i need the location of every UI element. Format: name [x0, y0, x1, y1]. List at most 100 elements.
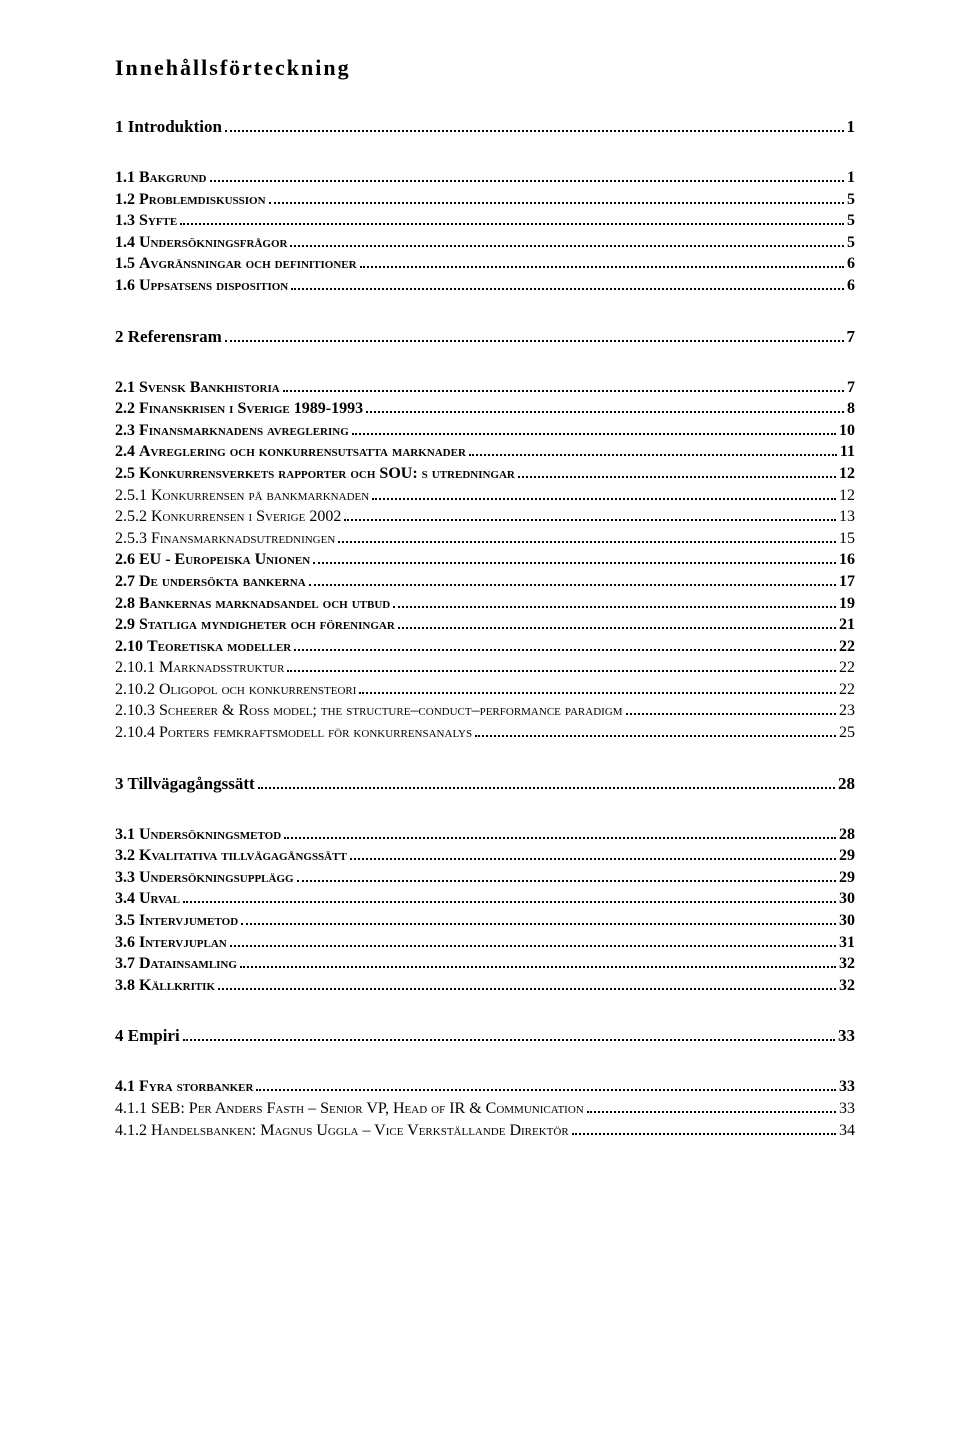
- toc-entry-label: 3.5 Intervjumetod: [115, 910, 238, 932]
- toc-entry-label: 2.5 Konkurrensverkets rapporter och SOU:…: [115, 463, 515, 485]
- toc-entry-page: 8: [847, 398, 855, 420]
- toc-entry-label: 4.1 Fyra storbanker: [115, 1076, 253, 1098]
- toc-entry-label: 3.6 Intervjuplan: [115, 932, 227, 954]
- toc-entry: 2.10 Teoretiska modeller22: [115, 636, 855, 658]
- toc-entry-label: 2.7 De undersökta bankerna: [115, 571, 306, 593]
- toc-entry-page: 28: [838, 774, 855, 794]
- toc-entry-page: 12: [839, 463, 855, 485]
- toc-entry-label: 3.8 Källkritik: [115, 975, 215, 997]
- toc-entry-page: 11: [840, 441, 855, 463]
- toc-entry: 1.5 Avgränsningar och definitioner6: [115, 253, 855, 275]
- toc-entry-text: Intervjuplan: [139, 934, 227, 951]
- toc-entry: 4.1 Fyra storbanker33: [115, 1076, 855, 1098]
- toc-leader-dots: [587, 1101, 836, 1113]
- toc-entry-page: 1: [847, 167, 855, 189]
- toc-leader-dots: [297, 870, 836, 882]
- toc-entry-label: 2.10.3 Scheerer & Ross model; the struct…: [115, 700, 623, 722]
- toc-leader-dots: [294, 639, 836, 651]
- toc-entry-page: 15: [839, 528, 855, 550]
- toc-leader-dots: [344, 510, 836, 522]
- toc-leader-dots: [225, 120, 844, 132]
- toc-leader-dots: [309, 574, 836, 586]
- toc-entry-page: 6: [847, 253, 855, 275]
- toc-entry-page: 30: [839, 910, 855, 932]
- toc-entry: 2.5.3 Finansmarknadsutredningen15: [115, 528, 855, 550]
- toc-leader-dots: [291, 278, 844, 290]
- toc-entry: 2.3 Finansmarknadens avreglering 10: [115, 420, 855, 442]
- toc-entry-page: 7: [847, 327, 856, 347]
- toc-entry-label: 3 Tillvägagångssätt: [115, 774, 255, 794]
- toc-entry-text: Undersökningsupplägg: [139, 869, 294, 886]
- toc-entry-text: Finanskrisen i Sverige 1989-1993: [139, 400, 363, 417]
- toc-entry-label: 3.3 Undersökningsupplägg: [115, 867, 294, 889]
- toc-entry-page: 25: [839, 722, 855, 744]
- toc-entry-number: 4: [115, 1026, 124, 1045]
- toc-entry-label: 4 Empiri: [115, 1026, 180, 1046]
- toc-entry-label: 2.9 Statliga myndigheter och föreningar: [115, 614, 395, 636]
- toc-entry-number: 3.8: [115, 977, 135, 994]
- toc-entry-text: Bakgrund: [139, 169, 207, 186]
- toc-leader-dots: [475, 725, 836, 737]
- toc-entry-page: 17: [839, 571, 855, 593]
- toc-entry-label: 2.2 Finanskrisen i Sverige 1989-1993: [115, 398, 363, 420]
- toc-leader-dots: [269, 192, 844, 204]
- toc-entry: 1.1 Bakgrund 1: [115, 167, 855, 189]
- toc-leader-dots: [338, 531, 836, 543]
- toc-entry-label: 1.4 Undersökningsfrågor: [115, 232, 287, 254]
- toc-entry-text: Syfte: [139, 212, 177, 229]
- toc-entry: 2.10.3 Scheerer & Ross model; the struct…: [115, 700, 855, 722]
- toc-entry-page: 5: [847, 210, 855, 232]
- toc-entry-number: 1.3: [115, 212, 135, 229]
- toc-entry-label: 2.10.4 Porters femkraftsmodell för konku…: [115, 722, 472, 744]
- toc-entry-page: 6: [847, 275, 855, 297]
- toc-entry: 2.7 De undersökta bankerna 17: [115, 571, 855, 593]
- toc-entry-number: 2.10.1: [115, 659, 155, 676]
- toc-entry: 3.1 Undersökningsmetod28: [115, 824, 855, 846]
- toc-leader-dots: [350, 849, 836, 861]
- toc-entry-page: 10: [839, 420, 855, 442]
- toc-leader-dots: [313, 553, 836, 565]
- toc-leader-dots: [360, 257, 844, 269]
- toc-entry-text: Porters femkraftsmodell för konkurrensan…: [159, 724, 472, 741]
- toc-entry-page: 5: [847, 189, 855, 211]
- toc-entry: 1.3 Syfte 5: [115, 210, 855, 232]
- toc-entry: 2.5.1 Konkurrensen på bankmarknaden12: [115, 485, 855, 507]
- toc-entry-label: 2.3 Finansmarknadens avreglering: [115, 420, 349, 442]
- toc-entry-number: 4.1: [115, 1078, 135, 1095]
- toc-entry-number: 4.1.1: [115, 1100, 147, 1117]
- toc-entry-text: Empiri: [128, 1026, 180, 1045]
- toc-entry-number: 3.6: [115, 934, 135, 951]
- toc-entry: 2.5.2 Konkurrensen i Sverige 200213: [115, 506, 855, 528]
- toc-entry-text: Källkritik: [139, 977, 215, 994]
- toc-entry-number: 2.2: [115, 400, 135, 417]
- toc-entry-text: Uppsatsens disposition: [139, 277, 288, 294]
- toc-entry-text: Handelsbanken: Magnus Uggla – Vice Verks…: [151, 1122, 569, 1139]
- toc-leader-dots: [393, 596, 836, 608]
- toc-entry-text: Teoretiska modeller: [147, 638, 291, 655]
- toc-entry-label: 2.4 Avreglering och konkurrensutsatta ma…: [115, 441, 466, 463]
- toc-entry-number: 2.10.4: [115, 724, 155, 741]
- toc-entry-number: 3.4: [115, 890, 135, 907]
- toc-entry: 2.6 EU - Europeiska Unionen16: [115, 549, 855, 571]
- toc-entry-label: 3.7 Datainsamling: [115, 953, 237, 975]
- toc-entry-number: 3.3: [115, 869, 135, 886]
- toc-entry-page: 21: [839, 614, 855, 636]
- toc-entry-number: 1: [115, 117, 124, 136]
- toc-entry-number: 3.7: [115, 955, 135, 972]
- toc-leader-dots: [283, 380, 844, 392]
- toc-entry-text: Urval: [139, 890, 180, 907]
- toc-entry-label: 2.5.1 Konkurrensen på bankmarknaden: [115, 485, 369, 507]
- toc-entry-number: 1.6: [115, 277, 135, 294]
- toc-entry-label: 1 Introduktion: [115, 117, 222, 137]
- toc-leader-dots: [210, 170, 844, 182]
- toc-entry-text: Avgränsningar och definitioner: [139, 255, 357, 272]
- toc-entry-page: 29: [839, 845, 855, 867]
- toc-entry-number: 2.10: [115, 638, 143, 655]
- toc-entry-text: Scheerer & Ross model; the structure–con…: [159, 702, 623, 719]
- toc-entry-text: Datainsamling: [139, 955, 237, 972]
- toc-entry: 1 Introduktion1: [115, 117, 855, 137]
- toc-entry-label: 3.4 Urval: [115, 888, 180, 910]
- toc-entry-label: 1.1 Bakgrund: [115, 167, 207, 189]
- toc-entry-page: 30: [839, 888, 855, 910]
- toc-entry-number: 2.6: [115, 551, 135, 568]
